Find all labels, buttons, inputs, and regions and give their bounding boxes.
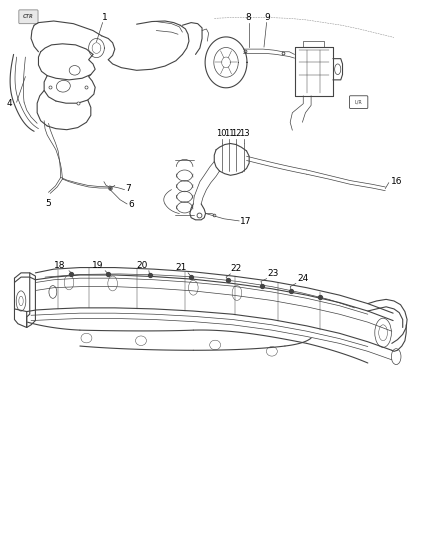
Text: 17: 17 [240, 217, 251, 227]
Text: 6: 6 [128, 200, 134, 209]
Text: L/R: L/R [354, 100, 362, 104]
Text: 4: 4 [7, 99, 12, 108]
Text: CTR: CTR [23, 14, 34, 19]
FancyBboxPatch shape [19, 10, 38, 23]
Text: 12: 12 [230, 129, 241, 138]
Text: 1: 1 [102, 13, 108, 21]
Text: 21: 21 [175, 263, 186, 272]
Text: 19: 19 [92, 261, 104, 270]
Text: 13: 13 [238, 129, 249, 138]
FancyBboxPatch shape [349, 96, 367, 109]
Text: 10: 10 [216, 129, 226, 138]
Text: 5: 5 [46, 199, 51, 208]
Text: 9: 9 [264, 13, 270, 21]
Text: 7: 7 [125, 183, 131, 192]
Text: 8: 8 [245, 13, 251, 21]
Text: 16: 16 [390, 177, 401, 186]
Text: 20: 20 [136, 261, 148, 270]
Text: 11: 11 [223, 129, 234, 138]
Text: 22: 22 [230, 264, 241, 273]
Text: 24: 24 [297, 274, 308, 283]
Text: 18: 18 [54, 261, 66, 270]
Text: 23: 23 [267, 269, 278, 278]
